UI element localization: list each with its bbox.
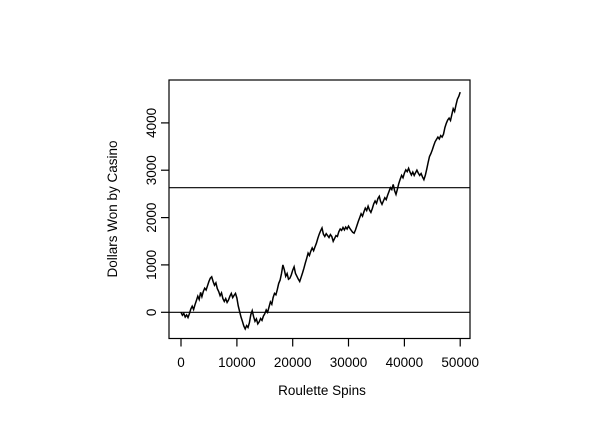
y-axis-title: Dollars Won by Casino bbox=[105, 140, 120, 277]
y-tick-label: 3000 bbox=[144, 155, 159, 185]
x-tick-label: 30000 bbox=[330, 355, 368, 370]
y-tick-label: 4000 bbox=[144, 108, 159, 138]
y-tick-label: 2000 bbox=[144, 203, 159, 233]
x-axis-title: Roulette Spins bbox=[278, 383, 366, 398]
series-line bbox=[180, 91, 461, 331]
x-tick-label: 50000 bbox=[441, 355, 479, 370]
y-tick-label: 1000 bbox=[144, 250, 159, 280]
plot-box bbox=[168, 79, 471, 340]
chart-dynamic-layer: 0 10000 20000 30000 40000 50000 0 1000 2000 3000 4… bbox=[144, 79, 479, 370]
x-tick-label: 0 bbox=[177, 355, 185, 370]
y-tick-label: 0 bbox=[144, 309, 159, 317]
x-tick-label: 10000 bbox=[218, 355, 256, 370]
x-tick-label: 40000 bbox=[386, 355, 424, 370]
x-tick-label: 20000 bbox=[274, 355, 312, 370]
